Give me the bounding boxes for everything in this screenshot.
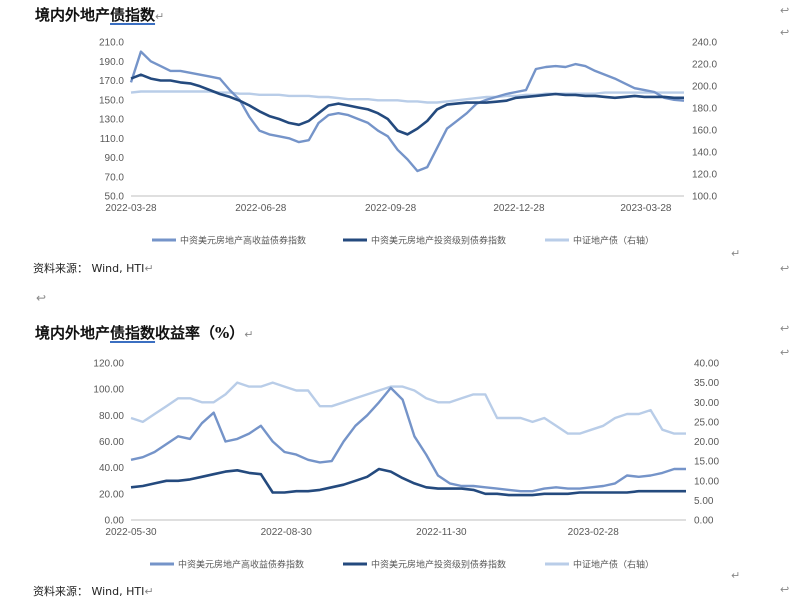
margin-mark: ↩ <box>780 583 790 596</box>
legend-label: 中资美元房地产投资级别债券指数 <box>371 235 506 247</box>
series-line-3 <box>130 381 686 435</box>
empty-paragraph-mark: ↩ <box>36 291 47 305</box>
y-right-tick-label: 10.00 <box>694 476 719 487</box>
margin-mark: ↩ <box>780 262 790 275</box>
y-left-tick-label: 40.00 <box>99 463 124 474</box>
y-right-tick-label: 220.0 <box>692 60 717 71</box>
y-right-tick-label: 100.0 <box>692 192 717 203</box>
y-left-tick-label: 50.0 <box>105 192 125 203</box>
y-right-tick-label: 40.00 <box>694 359 719 370</box>
series-line-2 <box>130 73 684 136</box>
y-left-tick-label: 0.00 <box>105 516 125 527</box>
y-right-tick-label: 5.00 <box>694 496 714 507</box>
x-tick-label: 2022-03-28 <box>105 203 157 214</box>
x-tick-label: 2023-03-28 <box>620 203 672 214</box>
y-right-tick-label: 35.00 <box>694 378 719 389</box>
y-left-tick-label: 70.0 <box>105 172 125 183</box>
margin-mark: ↩ <box>780 4 790 17</box>
y-left-tick-label: 100.00 <box>93 385 124 396</box>
x-tick-label: 2022-06-28 <box>235 203 287 214</box>
chart1-source: 资料来源： Wind, HTI↵ <box>33 262 154 275</box>
y-left-tick-label: 90.0 <box>105 153 125 164</box>
y-left-tick-label: 150.0 <box>99 95 124 106</box>
series-line-3 <box>130 90 684 104</box>
y-left-tick-label: 120.00 <box>93 359 124 370</box>
y-right-tick-label: 200.0 <box>692 82 717 93</box>
y-left-tick-label: 210.0 <box>99 38 124 49</box>
y-right-tick-label: 25.00 <box>694 417 719 428</box>
y-right-tick-label: 180.0 <box>692 104 717 115</box>
y-right-tick-label: 15.00 <box>694 457 719 468</box>
anchor-mark: ↵ <box>731 569 741 582</box>
legend-label: 中资美元房地产投资级别债券指数 <box>371 559 506 571</box>
series-line-1 <box>130 386 686 493</box>
y-left-tick-label: 130.0 <box>99 115 124 126</box>
chart2-title: 境内外地产债指数收益率（%）↵ <box>35 324 254 342</box>
y-right-tick-label: 160.0 <box>692 126 717 137</box>
legend-label: 中资美元房地产高收益债券指数 <box>178 559 304 571</box>
anchor-mark: ↵ <box>731 247 741 260</box>
y-left-tick-label: 170.0 <box>99 76 124 87</box>
y-right-tick-label: 0.00 <box>694 516 714 527</box>
x-tick-label: 2023-02-28 <box>568 527 620 538</box>
margin-mark: ↩ <box>780 346 790 359</box>
y-left-tick-label: 20.00 <box>99 489 124 500</box>
margin-mark: ↩ <box>780 26 790 39</box>
legend-label: 中证地产债（右轴） <box>573 235 654 247</box>
y-left-tick-label: 190.0 <box>99 57 124 68</box>
margin-mark: ↩ <box>780 322 790 335</box>
chart-bond-yield: 0.00 20.00 40.00 60.00 80.00 100.00 120.00 0.00… <box>93 359 719 571</box>
y-left-tick-label: 80.00 <box>99 411 124 422</box>
x-tick-label: 2022-09-28 <box>365 203 417 214</box>
legend-label: 中资美元房地产高收益债券指数 <box>180 235 306 247</box>
y-right-tick-label: 120.0 <box>692 170 717 181</box>
y-left-tick-label: 60.00 <box>99 437 124 448</box>
chart2-source: 资料来源： Wind, HTI↵ <box>33 585 154 598</box>
x-tick-label: 2022-12-28 <box>493 203 545 214</box>
y-right-tick-label: 140.0 <box>692 148 717 159</box>
y-right-tick-label: 20.00 <box>694 437 719 448</box>
x-tick-label: 2022-08-30 <box>261 527 313 538</box>
y-right-tick-label: 240.0 <box>692 38 717 49</box>
y-left-tick-label: 110.0 <box>100 134 125 145</box>
chart-bond-index: 50.0 70.0 90.0 110.0 130.0 150.0 170.0 190.0 210… <box>99 38 717 247</box>
x-tick-label: 2022-05-30 <box>105 527 157 538</box>
series-line-2 <box>130 467 686 497</box>
x-tick-label: 2022-11-30 <box>416 527 467 538</box>
y-right-tick-label: 30.00 <box>694 398 719 409</box>
legend-label: 中证地产债（右轴） <box>573 559 654 571</box>
chart1-title: 境内外地产债指数↵ <box>35 6 165 24</box>
series-line-1 <box>129 50 685 173</box>
